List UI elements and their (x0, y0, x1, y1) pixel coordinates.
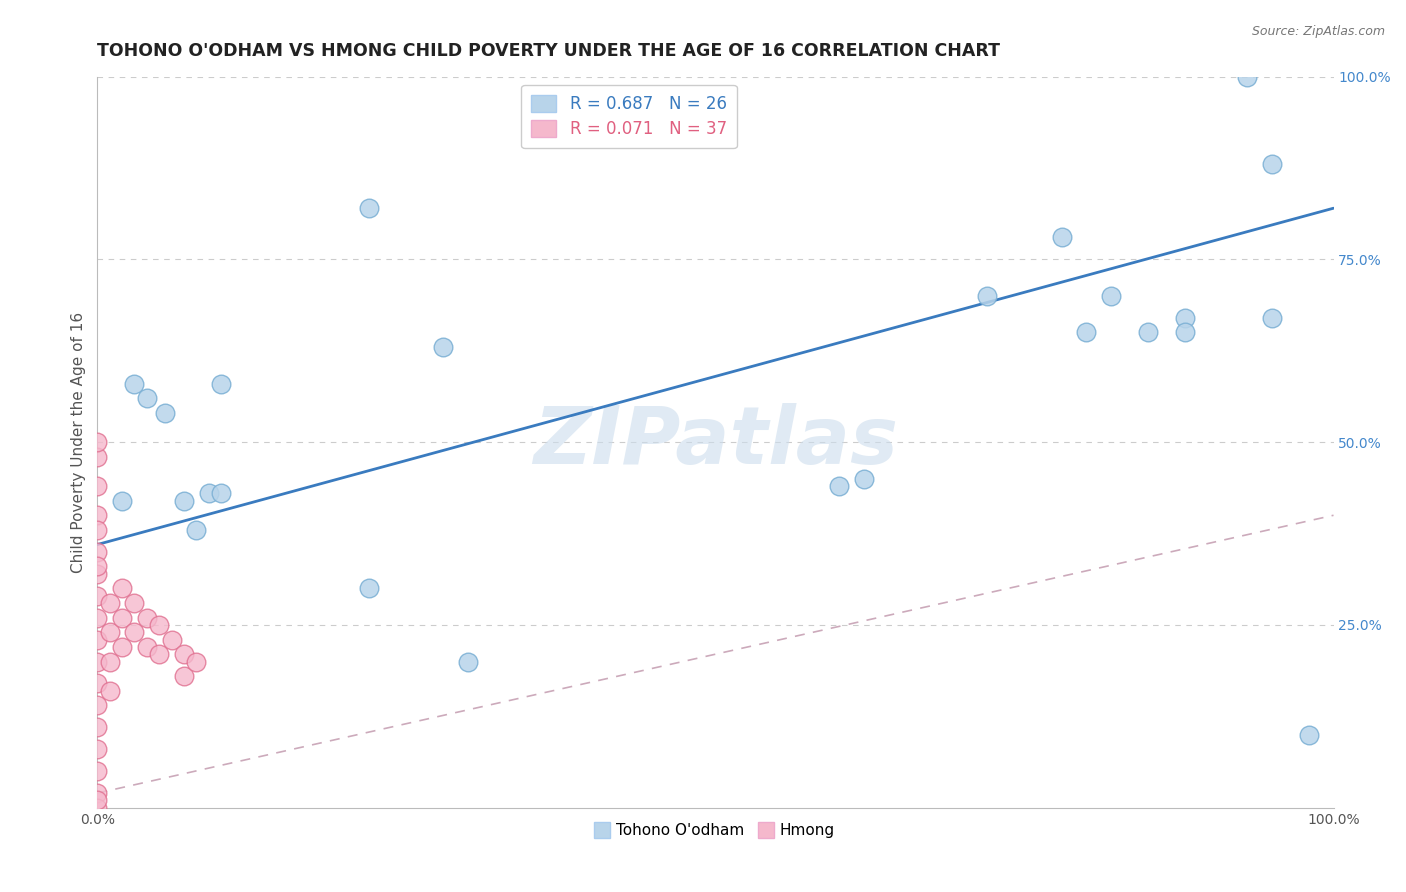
Point (86, 793, 108, 807)
Point (173, 647, 195, 661)
Point (98, 625, 121, 640)
Point (1260, 157, 1282, 171)
Point (173, 669, 195, 683)
Point (160, 632, 183, 647)
Point (124, 596, 146, 610)
Point (86, 801, 108, 815)
Point (1298, 728, 1320, 742)
Point (173, 493, 195, 508)
Point (148, 618, 170, 632)
Point (98, 683, 121, 698)
Point (111, 610, 134, 624)
Point (135, 640, 157, 654)
Point (98, 655, 121, 669)
Point (86, 435, 108, 450)
Point (86, 559, 108, 574)
Point (124, 625, 146, 640)
Point (828, 479, 851, 493)
Point (86, 589, 108, 603)
Point (209, 486, 232, 500)
Point (1137, 326, 1160, 340)
Point (148, 647, 170, 661)
Point (1099, 289, 1122, 303)
Point (1174, 326, 1197, 340)
Point (186, 655, 208, 669)
Point (86, 764, 108, 779)
Point (209, 376, 232, 391)
Point (86, 632, 108, 647)
Point (197, 486, 219, 500)
Point (86, 545, 108, 559)
Point (86, 450, 108, 464)
Point (98, 596, 121, 610)
Y-axis label: Child Poverty Under the Age of 16: Child Poverty Under the Age of 16 (72, 311, 86, 573)
Point (1076, 326, 1098, 340)
Point (86, 720, 108, 734)
Point (86, 786, 108, 800)
Point (186, 523, 208, 537)
Text: TOHONO O'ODHAM VS HMONG CHILD POVERTY UNDER THE AGE OF 16 CORRELATION CHART: TOHONO O'ODHAM VS HMONG CHILD POVERTY UN… (97, 42, 1000, 60)
Point (135, 392, 157, 406)
Point (124, 376, 146, 391)
Point (359, 201, 381, 215)
Point (86, 479, 108, 493)
Point (457, 655, 479, 669)
Point (86, 610, 108, 624)
Point (86, 676, 108, 690)
Point (1050, 230, 1073, 244)
Point (852, 472, 875, 486)
Point (111, 582, 134, 596)
Point (1260, 310, 1282, 325)
Point (86, 698, 108, 713)
Point (86, 742, 108, 756)
Point (86, 508, 108, 523)
Point (1236, 70, 1258, 84)
Point (86, 566, 108, 581)
Point (86, 523, 108, 537)
Point (111, 640, 134, 654)
Point (86, 655, 108, 669)
Legend: Tohono O'odham, Hmong: Tohono O'odham, Hmong (591, 817, 841, 844)
Point (432, 340, 454, 354)
Point (976, 289, 998, 303)
Point (135, 610, 157, 624)
Point (111, 493, 134, 508)
Text: Source: ZipAtlas.com: Source: ZipAtlas.com (1251, 25, 1385, 38)
Text: ZIPatlas: ZIPatlas (533, 403, 898, 481)
Point (1174, 310, 1197, 325)
Point (359, 582, 381, 596)
Point (155, 406, 177, 420)
